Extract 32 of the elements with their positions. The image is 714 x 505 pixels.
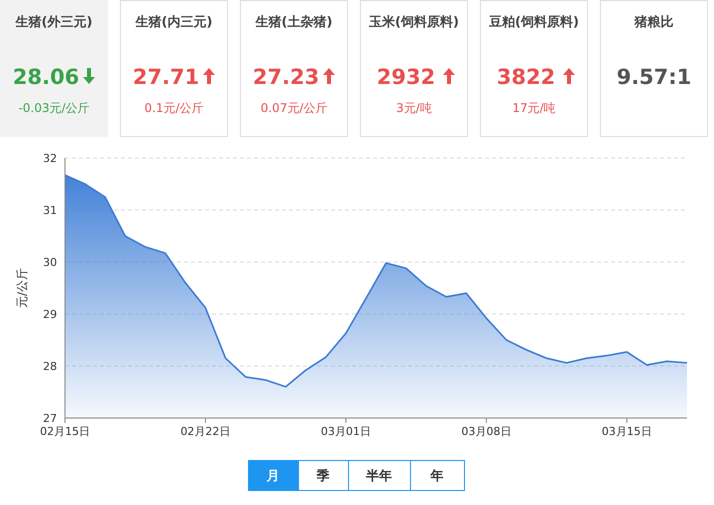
x-tick-label: 03月15日 — [602, 425, 652, 438]
text: 0.1元/公斤 — [144, 101, 204, 115]
y-tick-label: 32 — [43, 152, 57, 165]
text: 9.57:1 — [616, 65, 692, 89]
category-label: 生猪(内三元) — [134, 15, 212, 30]
text: 27.23 — [252, 65, 320, 89]
y-tick-label: 31 — [43, 204, 57, 217]
text: 2932 — [376, 65, 436, 89]
y-axis-title: 元/公斤 — [15, 268, 29, 308]
x-tick-label: 03月08日 — [461, 425, 512, 438]
period-button[interactable]: 年 — [410, 460, 465, 491]
y-tick-label: 27 — [43, 412, 57, 425]
text: 0.07元/公斤 — [260, 101, 328, 115]
text: 3822 — [496, 65, 556, 89]
y-tick-label: 28 — [43, 360, 57, 373]
text: 27.71 — [132, 65, 200, 89]
x-tick-label: 02月22日 — [180, 425, 230, 438]
y-tick-label: 30 — [43, 256, 57, 269]
x-tick-label: 02月15日 — [40, 425, 90, 438]
category-label: 猪粮比 — [634, 14, 674, 30]
y-tick-label: 29 — [43, 308, 57, 321]
x-tick-label: 03月01日 — [320, 425, 371, 438]
text: 3元/吨 — [396, 101, 432, 115]
period-button[interactable]: 半年 — [348, 460, 411, 491]
category-label: 豆粕(饲料原料) — [488, 15, 579, 30]
text: 28.06 — [12, 65, 80, 89]
category-label: 玉米(饲料原料) — [368, 15, 459, 30]
text: -0.03元/公斤 — [18, 101, 90, 115]
category-label: 生猪(土杂猪) — [254, 15, 332, 30]
text: 17元/吨 — [512, 101, 556, 115]
category-label: 生猪(外三元) — [14, 15, 92, 30]
period-button[interactable]: 季 — [298, 460, 349, 491]
